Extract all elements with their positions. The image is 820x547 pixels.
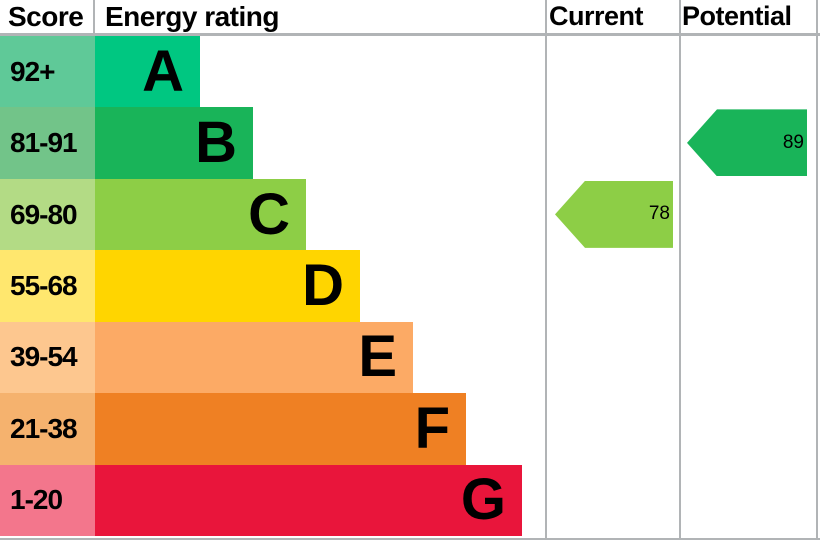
band-row-g: 1-20 G: [0, 464, 545, 536]
band-score-range-d: 55-68: [0, 250, 95, 322]
band-score-range-e: 39-54: [0, 321, 95, 394]
band-row-a: 92+ A: [0, 36, 545, 108]
header-potential: Potential: [682, 1, 792, 31]
band-row-e: 39-54 E: [0, 321, 545, 394]
potential-rating-value: 89: [782, 131, 804, 153]
potential-rating-arrow-icon: 89: [687, 109, 807, 177]
header-score: Score: [0, 0, 95, 33]
current-rating-value: 78: [648, 203, 670, 225]
divider-current-column: [545, 0, 547, 540]
band-letter-a: A: [142, 38, 184, 104]
band-bar-g: G: [95, 464, 522, 536]
band-letter-d: D: [302, 252, 344, 318]
band-bar-b: B: [95, 107, 253, 179]
chart-header-row: Score Energy rating Current Potential: [0, 0, 820, 36]
band-row-f: 21-38 F: [0, 393, 545, 465]
band-bar-f: F: [95, 393, 466, 465]
header-energy-rating: Energy rating: [105, 0, 279, 32]
band-score-range-c: 69-80: [0, 178, 95, 251]
band-score-range-a: 92+: [0, 36, 95, 108]
band-letter-e: E: [358, 324, 397, 390]
header-current: Current: [549, 1, 644, 31]
band-bar-e: E: [95, 321, 413, 394]
band-letter-f: F: [414, 395, 450, 461]
band-bar-c: C: [95, 178, 306, 251]
band-letter-g: G: [460, 467, 506, 533]
band-score-range-g: 1-20: [0, 464, 95, 536]
band-bar-d: D: [95, 250, 360, 322]
band-bar-a: A: [95, 36, 200, 108]
chart-bottom-border: [0, 538, 820, 540]
divider-potential-column: [679, 0, 681, 540]
band-letter-b: B: [195, 110, 237, 176]
band-score-range-b: 81-91: [0, 107, 95, 179]
band-row-d: 55-68 D: [0, 250, 545, 322]
band-rows: 92+ A 81-91 B 69-80 C 55-68 D 39-54: [0, 36, 545, 536]
divider-right-edge: [816, 0, 818, 540]
band-letter-c: C: [248, 181, 290, 247]
current-rating-arrow-icon: 78: [555, 180, 673, 248]
band-row-b: 81-91 B: [0, 107, 545, 179]
band-row-c: 69-80 C: [0, 178, 545, 251]
band-score-range-f: 21-38: [0, 393, 95, 465]
